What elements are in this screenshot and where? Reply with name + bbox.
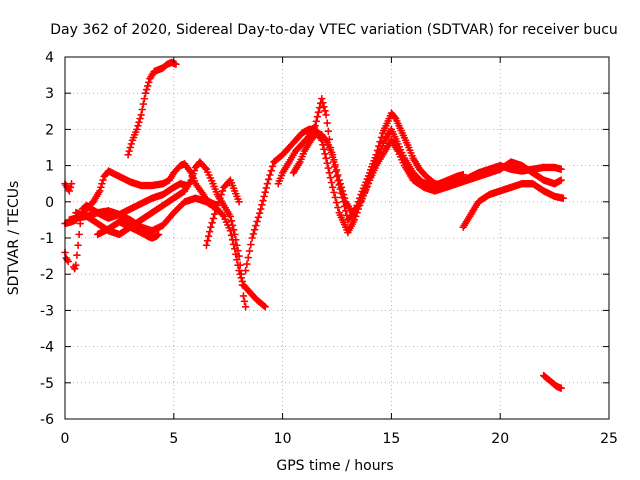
series-arc-13: [459, 179, 568, 231]
x-tick-label: 25: [600, 431, 618, 447]
chart-title: Day 362 of 2020, Sidereal Day-to-day VTE…: [50, 22, 618, 38]
series-arc-2: [61, 248, 73, 266]
series-arc-7: [93, 217, 163, 242]
y-tick-label: -3: [40, 303, 54, 319]
series-arc-11: [274, 94, 565, 224]
x-tick-label: 10: [274, 431, 292, 447]
y-tick-label: -1: [40, 231, 54, 247]
data-marks: [61, 179, 76, 195]
data-marks: [539, 371, 565, 393]
series-arc-12: [289, 125, 468, 217]
x-tick-labels: 0 5 10 15 20 25: [61, 431, 618, 447]
y-tick-label: -5: [40, 376, 54, 392]
data-marks: [289, 125, 468, 217]
y-axis-label: SDTVAR / TECUs: [6, 181, 22, 296]
ticks: [64, 56, 610, 420]
series-arc-10: [241, 125, 565, 275]
x-tick-label: 0: [61, 431, 70, 447]
series-arc-8: [124, 58, 180, 159]
x-tick-label: 15: [382, 431, 400, 447]
x-tick-label: 5: [169, 431, 178, 447]
y-tick-label: -2: [40, 267, 54, 283]
y-tick-label: -6: [40, 412, 54, 428]
data-marks: [124, 58, 180, 159]
y-tick-labels: -6 -5 -4 -3 -2 -1 0 1 2 3 4: [40, 50, 54, 428]
data-marks: [459, 179, 568, 231]
series-arc-9: [202, 176, 243, 250]
data-marks: [93, 217, 163, 242]
series-arc-14: [539, 371, 565, 393]
y-tick-label: 1: [45, 159, 54, 175]
y-tick-label: 4: [45, 50, 54, 66]
series-arc-1: [61, 179, 76, 195]
data-marks: [274, 94, 565, 224]
y-tick-label: -4: [40, 340, 54, 356]
y-tick-label: 0: [45, 195, 54, 211]
data-marks: [241, 125, 565, 275]
series-layer: [61, 58, 568, 393]
y-tick-label: 3: [45, 86, 54, 102]
data-marks: [61, 248, 73, 266]
x-axis-label: GPS time / hours: [276, 458, 393, 474]
data-marks: [202, 176, 243, 250]
y-tick-label: 2: [45, 122, 54, 138]
x-tick-label: 20: [491, 431, 509, 447]
